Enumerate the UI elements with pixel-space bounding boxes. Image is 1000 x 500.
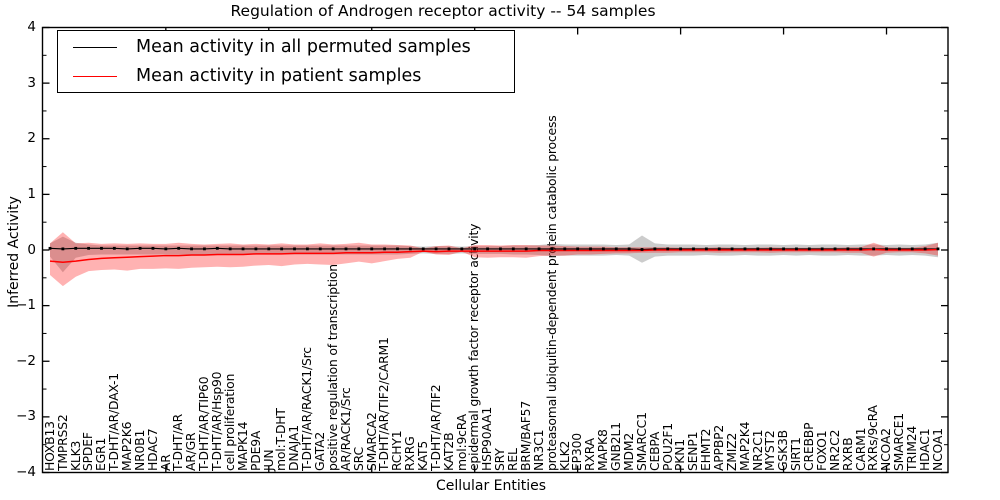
y-tick-label: 3 bbox=[27, 74, 36, 91]
x-tick-label: NCOA1 bbox=[929, 428, 945, 471]
y-tick-label: −2 bbox=[16, 352, 36, 369]
y-tick-label: 0 bbox=[27, 241, 36, 258]
y-tick-label: 4 bbox=[27, 19, 36, 35]
y-tick-label: 1 bbox=[27, 185, 36, 202]
x-tick-label: proteasomal ubiquitin-dependent protein … bbox=[543, 115, 559, 471]
y-tick-label: −3 bbox=[16, 408, 36, 425]
y-tick-label: −1 bbox=[16, 297, 36, 314]
y-tick-label: −4 bbox=[16, 464, 36, 480]
y-tick-label: 2 bbox=[27, 130, 36, 147]
